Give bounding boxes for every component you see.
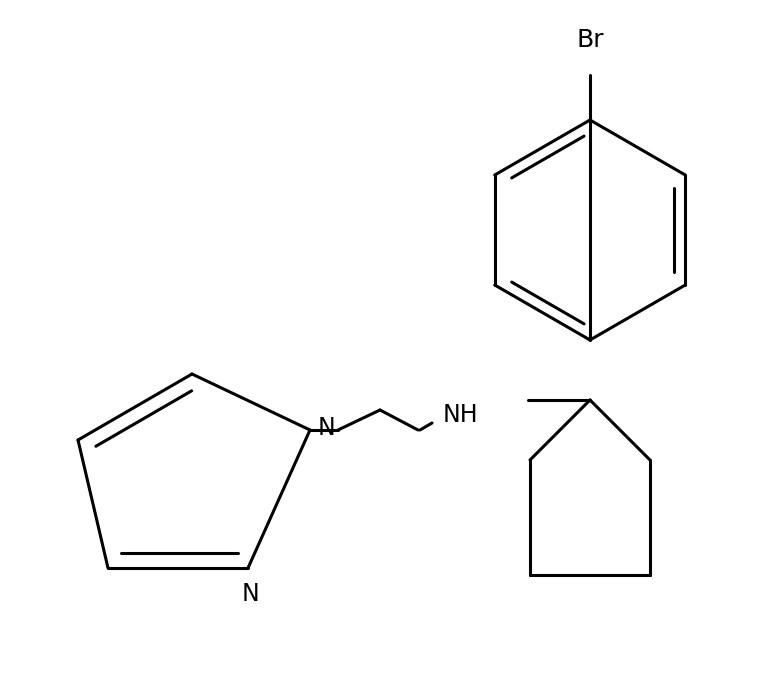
Text: N: N: [318, 416, 336, 440]
Text: NH: NH: [442, 403, 478, 427]
Text: Br: Br: [576, 28, 604, 52]
Text: N: N: [241, 582, 259, 606]
